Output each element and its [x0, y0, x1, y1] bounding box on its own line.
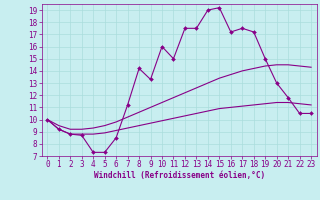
X-axis label: Windchill (Refroidissement éolien,°C): Windchill (Refroidissement éolien,°C) — [94, 171, 265, 180]
